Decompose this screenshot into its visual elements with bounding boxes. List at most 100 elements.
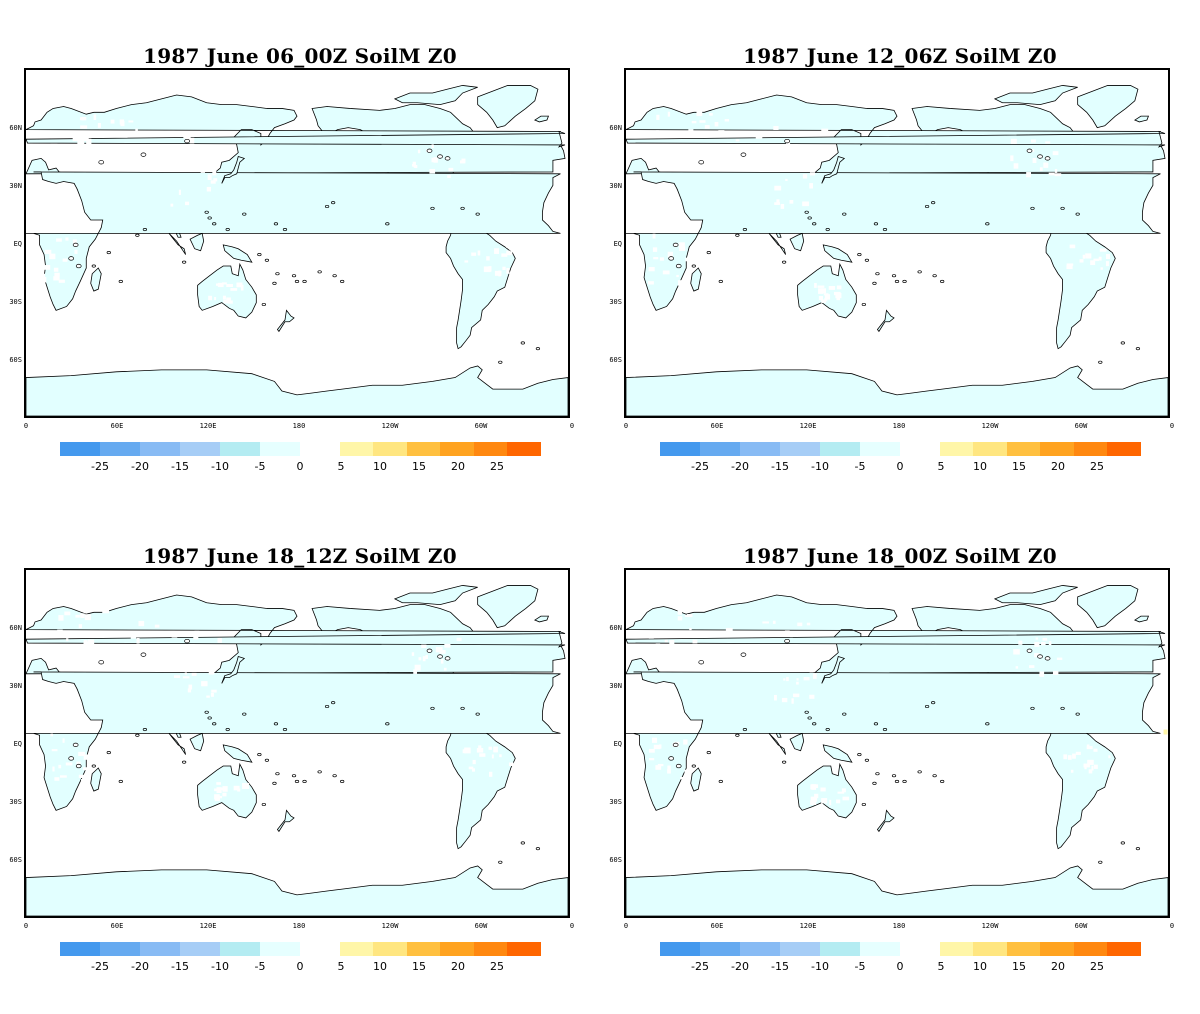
no-anomaly-patch bbox=[687, 613, 693, 618]
no-anomaly-patch bbox=[781, 697, 788, 703]
no-anomaly-patch bbox=[54, 777, 60, 781]
no-anomaly-patch bbox=[62, 738, 65, 743]
no-anomaly-patch bbox=[1149, 237, 1152, 243]
no-anomaly-patch bbox=[806, 622, 811, 626]
no-anomaly-patch bbox=[208, 295, 213, 301]
no-anomaly-patch bbox=[82, 136, 89, 142]
colorbar-tick-label: 10 bbox=[973, 460, 987, 473]
no-anomaly-patch bbox=[472, 768, 475, 772]
no-anomaly-patch bbox=[180, 665, 187, 670]
no-anomaly-patch bbox=[508, 762, 514, 767]
no-anomaly-patch bbox=[1147, 244, 1154, 249]
island-outline bbox=[257, 753, 262, 757]
colorbar-swatch bbox=[220, 442, 260, 456]
no-anomaly-patch bbox=[821, 798, 828, 804]
map-panel-4: 1987 June 18_00Z SoilM Z0 60N 30N EQ 30S 60S… bbox=[600, 544, 1180, 1014]
no-anomaly-patch bbox=[91, 606, 96, 610]
no-anomaly-patch bbox=[796, 678, 799, 681]
no-anomaly-patch bbox=[171, 633, 178, 638]
colorbar-tick-label: -15 bbox=[771, 960, 789, 973]
no-anomaly-patch bbox=[194, 630, 200, 636]
no-anomaly-patch bbox=[60, 131, 67, 138]
no-anomaly-patch bbox=[51, 654, 55, 660]
no-anomaly-patch bbox=[689, 627, 692, 631]
island-outline bbox=[873, 222, 879, 226]
no-anomaly-patch bbox=[60, 148, 67, 155]
island-outline bbox=[842, 712, 847, 716]
colorbar-tick-label: 0 bbox=[896, 460, 904, 473]
no-anomaly-patch bbox=[72, 135, 80, 142]
island-outline bbox=[735, 733, 740, 737]
no-anomaly-patch bbox=[414, 664, 421, 671]
lake-outline bbox=[675, 763, 682, 769]
no-anomaly-patch bbox=[477, 250, 481, 256]
island-outline bbox=[902, 279, 907, 283]
no-anomaly-patch bbox=[693, 151, 699, 156]
island-outline bbox=[385, 222, 390, 226]
colorbar-swatch bbox=[100, 442, 140, 456]
island-outline bbox=[242, 212, 247, 216]
no-anomaly-patch bbox=[810, 784, 813, 790]
no-anomaly-patch bbox=[97, 122, 101, 128]
island-outline bbox=[932, 274, 937, 278]
no-anomaly-patch bbox=[1034, 641, 1040, 647]
no-anomaly-patch bbox=[218, 795, 223, 799]
no-anomaly-patch bbox=[84, 614, 91, 621]
no-anomaly-patch bbox=[217, 282, 224, 288]
colorbar-tick-label: -5 bbox=[254, 960, 266, 973]
island-outline bbox=[985, 722, 990, 726]
lon-label: 0 bbox=[623, 422, 629, 430]
island-outline bbox=[204, 210, 209, 214]
no-anomaly-patch bbox=[1105, 254, 1111, 260]
no-anomaly-patch bbox=[1069, 244, 1076, 249]
island-outline bbox=[924, 704, 930, 709]
colorbar-tick-label: -20 bbox=[731, 460, 749, 473]
no-anomaly-patch bbox=[785, 178, 788, 182]
no-anomaly-patch bbox=[667, 769, 671, 774]
no-anomaly-patch bbox=[95, 599, 99, 605]
lake-outline bbox=[426, 648, 433, 653]
no-anomaly-patch bbox=[412, 161, 416, 167]
no-anomaly-patch bbox=[679, 246, 686, 252]
no-anomaly-patch bbox=[683, 739, 688, 745]
island-outline bbox=[691, 264, 696, 268]
no-anomaly-patch bbox=[524, 774, 527, 780]
no-anomaly-patch bbox=[690, 575, 698, 581]
no-anomaly-patch bbox=[648, 267, 655, 272]
lon-label: 0 bbox=[623, 922, 629, 930]
no-anomaly-patch bbox=[52, 766, 55, 772]
no-anomaly-patch bbox=[699, 120, 706, 123]
island-outline bbox=[106, 751, 111, 755]
no-anomaly-patch bbox=[64, 644, 69, 651]
no-anomaly-patch bbox=[841, 788, 846, 793]
no-anomaly-patch bbox=[526, 264, 530, 271]
lake-outline bbox=[98, 660, 105, 665]
no-anomaly-patch bbox=[56, 152, 62, 156]
no-anomaly-patch bbox=[649, 151, 656, 157]
island-outline bbox=[302, 279, 307, 283]
island-outline bbox=[812, 722, 817, 726]
colorbar-swatch bbox=[660, 442, 700, 456]
no-anomaly-patch bbox=[1018, 640, 1023, 645]
no-anomaly-patch bbox=[1041, 641, 1046, 646]
lon-label: 180 bbox=[892, 422, 906, 430]
land-newGuinea bbox=[822, 244, 853, 263]
no-anomaly-patch bbox=[174, 675, 181, 678]
lon-label: 60W bbox=[474, 422, 488, 430]
no-anomaly-patch bbox=[429, 168, 436, 174]
colorbar-tick-label: 5 bbox=[337, 960, 345, 973]
no-anomaly-patch bbox=[439, 649, 446, 654]
no-anomaly-patch bbox=[1144, 773, 1148, 777]
lake-outline bbox=[437, 154, 443, 159]
lat-label: EQ bbox=[613, 740, 622, 748]
island-outline bbox=[917, 270, 922, 274]
colorbar-tick-label: -25 bbox=[91, 460, 109, 473]
no-anomaly-patch bbox=[829, 799, 832, 806]
land-africa bbox=[626, 171, 1161, 311]
island-outline bbox=[324, 204, 330, 209]
island-outline bbox=[1135, 847, 1141, 851]
lon-label: 0 bbox=[23, 922, 29, 930]
no-anomaly-patch bbox=[648, 748, 655, 753]
no-anomaly-patch bbox=[191, 163, 196, 167]
land-africa bbox=[626, 671, 1161, 811]
